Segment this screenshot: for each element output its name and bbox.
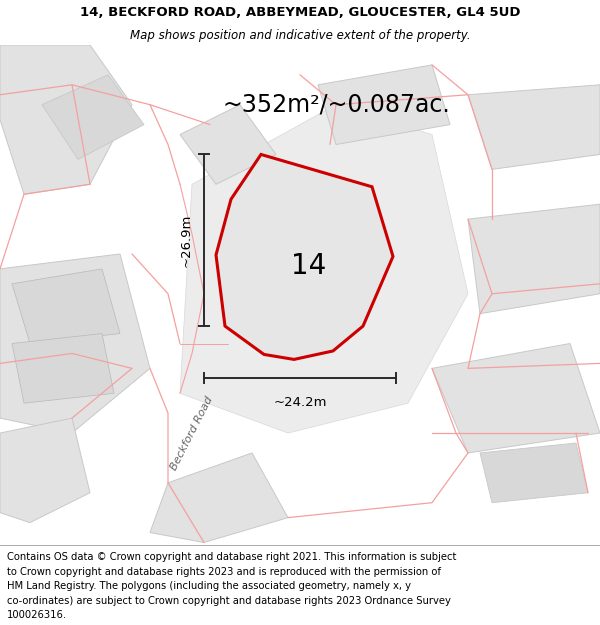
Text: Beckford Road: Beckford Road <box>169 394 215 472</box>
Polygon shape <box>180 105 468 433</box>
Text: ~24.2m: ~24.2m <box>273 396 327 409</box>
Polygon shape <box>0 45 132 194</box>
Polygon shape <box>42 75 144 159</box>
Polygon shape <box>468 204 600 314</box>
Text: co-ordinates) are subject to Crown copyright and database rights 2023 Ordnance S: co-ordinates) are subject to Crown copyr… <box>7 596 451 606</box>
Polygon shape <box>216 154 393 359</box>
Text: 100026316.: 100026316. <box>7 610 67 620</box>
Polygon shape <box>0 254 150 433</box>
Polygon shape <box>432 344 600 453</box>
Text: ~26.9m: ~26.9m <box>179 214 193 267</box>
Text: 14, BECKFORD ROAD, ABBEYMEAD, GLOUCESTER, GL4 5UD: 14, BECKFORD ROAD, ABBEYMEAD, GLOUCESTER… <box>80 6 520 19</box>
Text: to Crown copyright and database rights 2023 and is reproduced with the permissio: to Crown copyright and database rights 2… <box>7 567 441 577</box>
Text: HM Land Registry. The polygons (including the associated geometry, namely x, y: HM Land Registry. The polygons (includin… <box>7 581 411 591</box>
Polygon shape <box>12 269 120 344</box>
Polygon shape <box>318 65 450 144</box>
Polygon shape <box>468 85 600 169</box>
Polygon shape <box>180 105 276 184</box>
Text: ~352m²/~0.087ac.: ~352m²/~0.087ac. <box>222 92 450 117</box>
Polygon shape <box>0 418 90 522</box>
Polygon shape <box>480 443 588 503</box>
Polygon shape <box>12 334 114 403</box>
Polygon shape <box>150 453 288 542</box>
Text: 14: 14 <box>292 253 326 281</box>
Text: Map shows position and indicative extent of the property.: Map shows position and indicative extent… <box>130 29 470 42</box>
Text: Contains OS data © Crown copyright and database right 2021. This information is : Contains OS data © Crown copyright and d… <box>7 552 457 562</box>
